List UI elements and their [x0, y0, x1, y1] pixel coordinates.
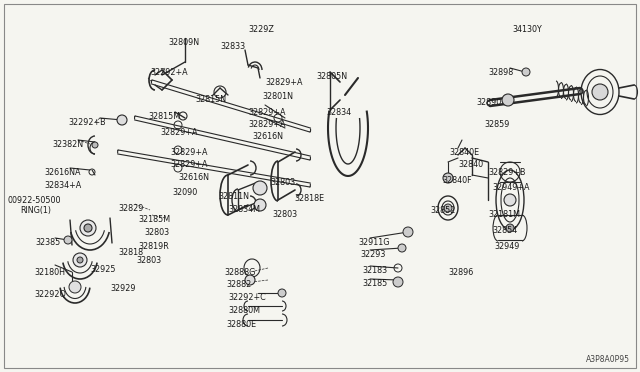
Circle shape	[502, 94, 514, 106]
Circle shape	[92, 142, 98, 148]
Text: 32809N: 32809N	[168, 38, 199, 47]
Circle shape	[403, 227, 413, 237]
Text: 32925: 32925	[90, 265, 115, 274]
Text: 32840E: 32840E	[449, 148, 479, 157]
Circle shape	[253, 181, 267, 195]
Text: 32854: 32854	[492, 226, 517, 235]
Text: 32803: 32803	[272, 210, 297, 219]
Circle shape	[69, 281, 81, 293]
Text: 32815M: 32815M	[148, 112, 180, 121]
Text: 32382N: 32382N	[52, 140, 83, 149]
Circle shape	[254, 199, 266, 211]
Text: 32185: 32185	[362, 279, 387, 288]
Text: 32292+A: 32292+A	[150, 68, 188, 77]
Text: 32818: 32818	[118, 248, 143, 257]
Text: 32840F: 32840F	[442, 176, 472, 185]
Text: 32896: 32896	[448, 268, 473, 277]
Circle shape	[522, 68, 530, 76]
Text: 32829+B: 32829+B	[488, 168, 525, 177]
Text: RING(1): RING(1)	[20, 206, 51, 215]
Circle shape	[77, 257, 83, 263]
Text: 00922-50500: 00922-50500	[8, 196, 61, 205]
Text: 32834+A: 32834+A	[44, 181, 81, 190]
Text: 32616N: 32616N	[178, 173, 209, 182]
Text: 32829+A: 32829+A	[248, 108, 285, 117]
Text: 32882: 32882	[226, 280, 252, 289]
Text: 32801N: 32801N	[262, 92, 293, 101]
Text: 32292+B: 32292+B	[68, 118, 106, 127]
Text: A3P8A0P95: A3P8A0P95	[586, 355, 630, 364]
Text: 32181M: 32181M	[488, 210, 520, 219]
Text: 32852: 32852	[430, 206, 456, 215]
Text: 32890: 32890	[476, 98, 501, 107]
Text: 32911G: 32911G	[358, 238, 390, 247]
Text: 32293: 32293	[360, 250, 385, 259]
Circle shape	[245, 275, 255, 285]
Text: 32834: 32834	[326, 108, 351, 117]
Text: 32183: 32183	[362, 266, 387, 275]
Text: 32888G: 32888G	[224, 268, 255, 277]
Text: 32616NA: 32616NA	[44, 168, 81, 177]
Text: 3229Z: 3229Z	[248, 25, 274, 34]
Text: 32829+A: 32829+A	[170, 148, 207, 157]
Text: 32815N: 32815N	[195, 95, 226, 104]
Text: 32829: 32829	[118, 204, 143, 213]
Circle shape	[504, 194, 516, 206]
Circle shape	[506, 224, 514, 232]
Text: 32805N: 32805N	[316, 72, 347, 81]
Text: 32811N: 32811N	[218, 192, 249, 201]
Circle shape	[444, 204, 452, 212]
Text: 32819R: 32819R	[138, 242, 169, 251]
Text: 32834M: 32834M	[228, 205, 260, 214]
Circle shape	[73, 253, 87, 267]
Text: 32090: 32090	[172, 188, 197, 197]
Text: 32929: 32929	[110, 284, 136, 293]
Text: 32829+A: 32829+A	[170, 160, 207, 169]
Text: 32898: 32898	[488, 68, 513, 77]
Circle shape	[393, 277, 403, 287]
Text: 32840: 32840	[458, 160, 483, 169]
Circle shape	[117, 115, 127, 125]
Text: 32829+A: 32829+A	[248, 120, 285, 129]
Circle shape	[443, 173, 453, 183]
Text: 32803: 32803	[136, 256, 161, 265]
Text: 32880M: 32880M	[228, 306, 260, 315]
Text: 32185M: 32185M	[138, 215, 170, 224]
Text: 32292Q: 32292Q	[34, 290, 66, 299]
Text: 32616N: 32616N	[252, 132, 283, 141]
Circle shape	[592, 84, 608, 100]
Text: 32818E: 32818E	[294, 194, 324, 203]
Text: 32829+A: 32829+A	[160, 128, 198, 137]
Circle shape	[80, 220, 96, 236]
Text: 32949: 32949	[494, 242, 520, 251]
Text: 32880E: 32880E	[226, 320, 256, 329]
Text: 32829+A: 32829+A	[265, 78, 303, 87]
Text: 32180H: 32180H	[34, 268, 65, 277]
Circle shape	[64, 236, 72, 244]
Text: 32385: 32385	[35, 238, 60, 247]
Circle shape	[84, 224, 92, 232]
Circle shape	[278, 289, 286, 297]
Text: 32833: 32833	[220, 42, 245, 51]
Text: 32949+A: 32949+A	[492, 183, 529, 192]
Text: 34130Y: 34130Y	[512, 25, 541, 34]
Circle shape	[398, 244, 406, 252]
Text: 32292+C: 32292+C	[228, 293, 266, 302]
Text: 32803: 32803	[270, 178, 295, 187]
Text: 32803: 32803	[144, 228, 169, 237]
Text: 32859: 32859	[484, 120, 509, 129]
